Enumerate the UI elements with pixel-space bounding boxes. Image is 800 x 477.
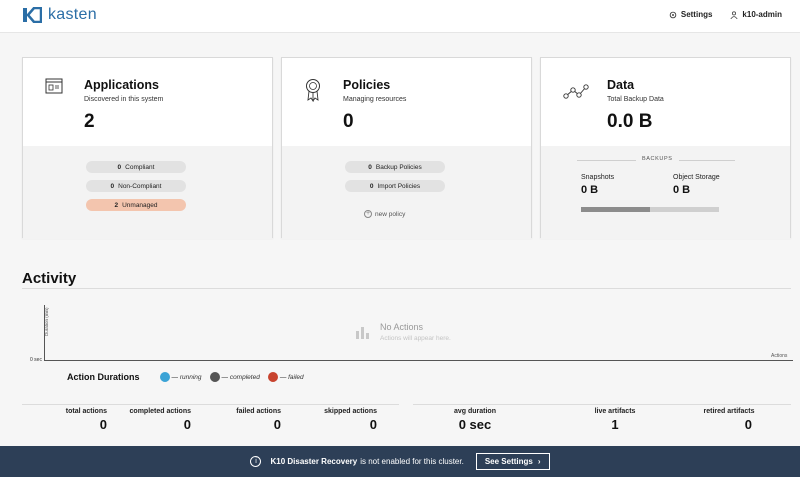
stat-label: avg duration — [453, 408, 496, 415]
stat-value: 0 — [744, 417, 752, 432]
storage-bar — [581, 207, 719, 212]
import-policies-pill[interactable]: 0 Import Policies — [345, 180, 445, 192]
storage-bar-fill — [581, 207, 650, 212]
policies-count: 0 — [343, 111, 354, 132]
data-subtitle: Total Backup Data — [607, 96, 664, 103]
info-icon: i — [250, 456, 262, 467]
kasten-logo-icon — [23, 7, 42, 23]
stat-label: live artifacts — [594, 408, 636, 415]
stat-live-artifacts: live artifacts 1 — [555, 408, 675, 432]
banner-bold: K10 Disaster Recovery — [270, 457, 358, 466]
stat-retired-artifacts: retired artifacts 0 — [664, 408, 794, 432]
policies-subtitle: Managing resources — [343, 96, 407, 103]
y-zero-label: 0 sec — [30, 357, 42, 363]
backup-policies-label: Backup Policies — [375, 163, 422, 171]
top-bar: kasten Settings k10-admin — [0, 0, 800, 33]
legend-completed: — completed — [221, 373, 260, 381]
data-title: Data — [607, 78, 635, 92]
data-total: 0.0 B — [607, 111, 653, 132]
settings-label: Settings — [680, 10, 713, 19]
stat-value: 0 — [273, 417, 281, 432]
stat-label: skipped actions — [324, 408, 377, 415]
chevron-right-icon: › — [537, 457, 541, 466]
applications-icon — [45, 78, 63, 94]
snapshots-value: 0 B — [581, 184, 599, 196]
logo-text: kasten — [48, 6, 97, 23]
stat-completed-actions: completed actions 0 — [115, 408, 235, 432]
plus-icon: + — [364, 210, 372, 218]
compliant-label: Compliant — [125, 163, 155, 171]
unmanaged-count: 2 — [114, 201, 119, 209]
backup-policies-pill[interactable]: 0 Backup Policies — [345, 161, 445, 173]
empty-state: No Actions Actions will appear here. — [355, 322, 451, 342]
import-policies-count: 0 — [369, 182, 374, 190]
ribbon-icon — [306, 79, 320, 102]
compliant-pill[interactable]: 0 Compliant — [86, 161, 186, 173]
object-storage-value: 0 B — [673, 184, 691, 196]
applications-count: 2 — [84, 111, 95, 132]
legend-title: Action Durations — [67, 372, 140, 382]
stat-value: 0 sec — [458, 417, 492, 432]
stat-label: total actions — [65, 408, 107, 415]
failed-dot — [267, 372, 278, 382]
kasten-logo[interactable]: kasten — [22, 6, 97, 24]
disaster-recovery-banner: i K10 Disaster Recovery is not enabled f… — [0, 446, 800, 477]
stat-value: 0 — [99, 417, 107, 432]
import-policies-label: Import Policies — [377, 182, 421, 190]
applications-title: Applications — [84, 78, 160, 92]
applications-card[interactable]: Applications Discovered in this system 2… — [22, 57, 273, 239]
completed-dot — [209, 372, 220, 382]
backup-policies-count: 0 — [368, 163, 372, 171]
action-durations-legend: Action Durations — running — completed —… — [67, 372, 304, 382]
user-label: k10-admin — [742, 10, 782, 19]
policies-card[interactable]: Policies Managing resources 0 0 Backup P… — [281, 57, 532, 239]
stats-divider-left — [22, 404, 399, 405]
settings-link[interactable]: Settings — [669, 10, 713, 19]
stat-label: failed actions — [236, 408, 281, 415]
user-menu[interactable]: k10-admin — [730, 10, 782, 19]
non-compliant-label: Non-Compliant — [118, 182, 162, 190]
stat-skipped-actions: skipped actions 0 — [300, 408, 420, 432]
chart-x-axis — [44, 360, 793, 361]
object-storage-label: Object Storage — [673, 174, 720, 181]
empty-title: No Actions — [380, 322, 424, 332]
compliant-count: 0 — [117, 163, 122, 171]
non-compliant-pill[interactable]: 0 Non-Compliant — [86, 180, 186, 192]
chart-y-axis — [44, 305, 45, 361]
running-dot — [159, 372, 170, 382]
user-icon — [730, 10, 738, 19]
stat-value: 0 — [183, 417, 191, 432]
unmanaged-pill[interactable]: 2 Unmanaged — [86, 199, 186, 211]
stat-label: retired artifacts — [703, 408, 755, 415]
activity-title: Activity — [22, 270, 77, 287]
stat-failed-actions: failed actions 0 — [210, 408, 330, 432]
applications-subtitle: Discovered in this system — [84, 96, 164, 103]
activity-divider — [22, 288, 791, 289]
unmanaged-label: Unmanaged — [122, 201, 158, 209]
legend-running: — running — [171, 373, 202, 381]
new-policy-label: new policy — [375, 210, 406, 218]
data-nodes-icon — [563, 84, 589, 99]
y-axis-label: Duration (min) — [44, 307, 49, 336]
stat-total-actions: total actions 0 — [22, 408, 142, 432]
stat-value: 1 — [611, 417, 619, 432]
see-settings-label: See Settings — [484, 457, 533, 466]
stat-label: completed actions — [129, 408, 191, 415]
backups-label: BACKUPS — [636, 156, 679, 162]
stat-avg-duration: avg duration 0 sec — [415, 408, 535, 432]
snapshots-label: Snapshots — [581, 174, 615, 181]
policies-title: Policies — [343, 78, 391, 92]
bar-chart-icon — [356, 327, 369, 339]
new-policy-link[interactable]: + new policy — [364, 210, 405, 218]
gear-icon — [669, 11, 677, 18]
banner-text: is not enabled for this cluster. — [360, 457, 464, 466]
empty-subtitle: Actions will appear here. — [380, 335, 451, 342]
x-axis-label: Actions — [771, 353, 788, 359]
stat-value: 0 — [369, 417, 377, 432]
stats-divider-right — [413, 404, 791, 405]
non-compliant-count: 0 — [110, 182, 115, 190]
data-card[interactable]: Data Total Backup Data 0.0 B BACKUPS Sna… — [540, 57, 791, 239]
see-settings-button[interactable]: See Settings › — [475, 453, 550, 470]
legend-failed: — failed — [279, 373, 304, 381]
